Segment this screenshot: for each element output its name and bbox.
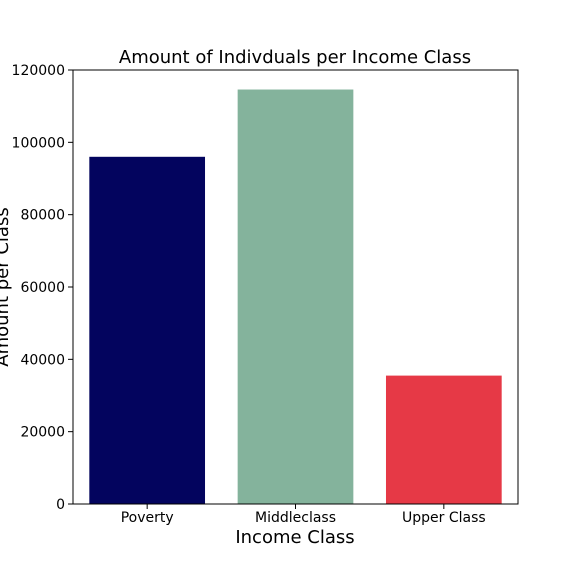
chart-title: Amount of Indivduals per Income Class xyxy=(119,47,471,68)
x-tick-label: Upper Class xyxy=(402,510,486,526)
y-axis-ticks: 0 20000 40000 60000 80000 100000 120000 xyxy=(12,63,73,513)
y-tick-label: 40000 xyxy=(20,352,65,368)
x-tick-label: Middleclass xyxy=(255,510,336,526)
x-axis-label: Income Class xyxy=(235,527,354,548)
y-tick-label: 0 xyxy=(56,497,65,513)
y-axis-label: Amount per Class xyxy=(0,207,13,366)
plot-area-frame xyxy=(72,69,519,505)
x-axis-ticks: Poverty Middleclass Upper Class xyxy=(121,504,486,526)
y-tick-label: 20000 xyxy=(20,425,65,441)
y-tick-label: 100000 xyxy=(12,135,65,151)
y-tick-label: 60000 xyxy=(20,280,65,296)
bars xyxy=(89,89,502,505)
x-tick-label: Poverty xyxy=(121,510,174,526)
bar-middleclass xyxy=(237,89,354,504)
bar-upper-class xyxy=(385,375,502,504)
y-tick-label: 120000 xyxy=(12,63,65,79)
bar-poverty xyxy=(89,156,206,505)
y-tick-label: 80000 xyxy=(20,208,65,224)
